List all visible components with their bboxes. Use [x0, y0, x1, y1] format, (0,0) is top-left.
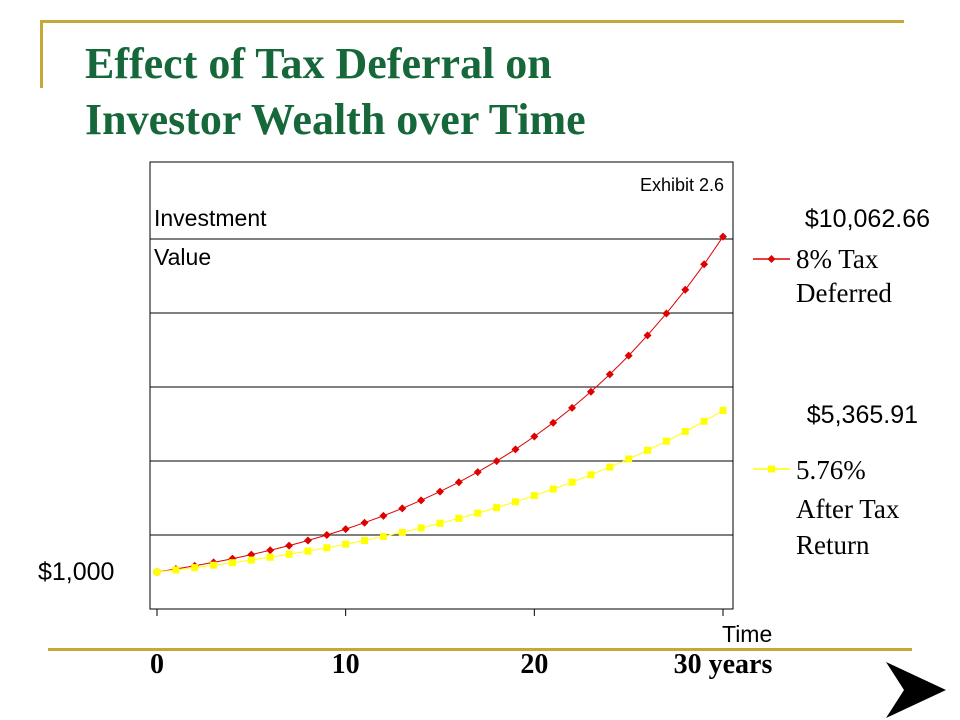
data-point: [681, 427, 689, 435]
data-point: [247, 556, 255, 564]
data-point: [323, 544, 331, 552]
data-point: [511, 445, 520, 454]
data-point: [436, 487, 444, 496]
page-title: Effect of Tax Deferral on Investor Wealt…: [85, 36, 885, 148]
data-point: [700, 260, 709, 269]
data-point: [153, 568, 161, 576]
title-line-2: Investor Wealth over Time: [85, 95, 586, 144]
data-point: [492, 457, 501, 466]
data-point: [417, 524, 425, 532]
y-axis-label-line-1: Investment: [154, 205, 267, 231]
data-point: [587, 471, 595, 479]
x-tick-label: 30 years: [674, 649, 773, 680]
legend-label-line-2: After Tax: [796, 494, 900, 524]
data-point: [210, 561, 218, 569]
data-point: [474, 509, 482, 517]
data-point: [361, 536, 369, 544]
data-point: [530, 432, 539, 441]
data-point: [379, 533, 387, 541]
data-point: [342, 540, 350, 548]
x-tick-label: 10: [332, 649, 360, 680]
data-point: [266, 553, 274, 561]
top-left-rule: [40, 20, 43, 88]
data-point: [662, 437, 670, 445]
data-point: [719, 406, 727, 414]
data-point: [624, 351, 633, 360]
data-point: [436, 519, 444, 527]
x-tick-label: 20: [520, 649, 548, 680]
data-point: [266, 546, 275, 555]
data-point: [586, 387, 595, 396]
x-axis-label: Time: [722, 621, 772, 647]
next-arrow-icon[interactable]: [884, 660, 948, 720]
data-point: [304, 547, 312, 555]
data-point: [644, 446, 652, 454]
data-point: [398, 504, 407, 513]
data-point: [285, 541, 294, 550]
data-point: [473, 468, 482, 477]
data-point: [530, 492, 538, 500]
data-point: [511, 498, 519, 506]
end-value-label: $5,365.91: [807, 401, 918, 429]
x-tick-label: 0: [150, 649, 164, 680]
data-point: [379, 511, 388, 520]
data-point: [455, 514, 463, 522]
data-point: [568, 478, 576, 486]
data-point: [322, 531, 331, 540]
y-axis-label-line-2: Value: [154, 244, 211, 270]
legend-label-line-2: Deferred: [796, 278, 892, 308]
start-value-label: $1,000: [38, 558, 114, 586]
data-point: [549, 418, 558, 427]
end-value-label: $10,062.66: [805, 205, 930, 233]
data-point: [719, 232, 727, 241]
legend-swatch-marker: [767, 255, 776, 263]
data-point: [398, 528, 406, 536]
data-point: [606, 463, 614, 471]
data-point: [625, 455, 633, 463]
data-point: [417, 496, 426, 505]
data-point: [454, 478, 463, 487]
title-line-1: Effect of Tax Deferral on: [85, 39, 552, 88]
legend-label-line-1: 8% Tax: [796, 244, 879, 274]
data-point: [700, 417, 708, 425]
data-point: [191, 564, 199, 572]
plot-frame: [149, 161, 734, 610]
data-point: [172, 566, 180, 574]
data-point: [662, 309, 671, 318]
data-point: [360, 518, 369, 527]
legend-label-line-1: 5.76%: [796, 455, 866, 485]
data-point: [228, 559, 236, 567]
data-point: [341, 525, 350, 534]
top-rule: [40, 20, 904, 23]
exhibit-annotation: Exhibit 2.6: [640, 175, 724, 195]
legend-label-line-3: Return: [796, 530, 870, 560]
data-point: [568, 403, 577, 412]
data-point: [643, 331, 652, 340]
bottom-rule: [48, 648, 912, 651]
data-point: [605, 370, 614, 379]
legend-swatch-marker: [768, 465, 775, 473]
data-point: [303, 536, 312, 545]
data-point: [549, 485, 557, 493]
data-point: [285, 550, 293, 558]
data-point: [493, 504, 501, 512]
data-point: [681, 285, 690, 294]
